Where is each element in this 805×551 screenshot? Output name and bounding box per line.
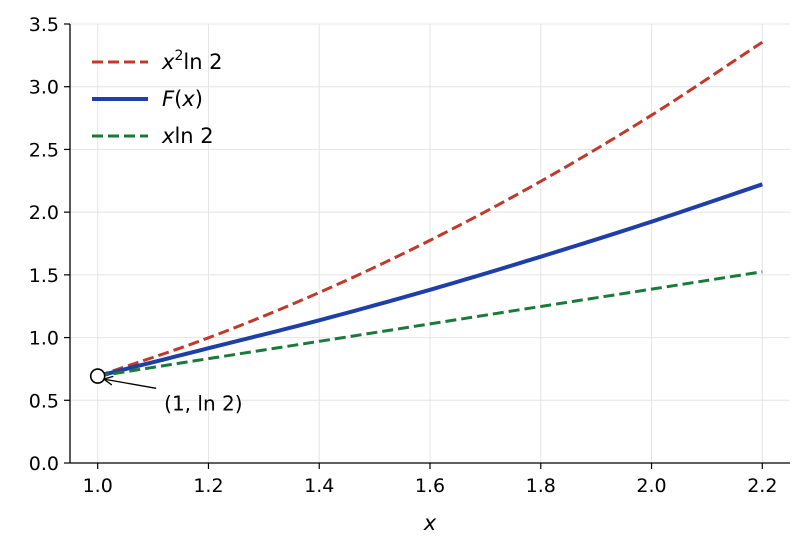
annotation-label: (1, ln 2) bbox=[164, 391, 242, 415]
y-tick-label: 3.5 bbox=[29, 14, 59, 36]
y-tick-label: 2.5 bbox=[29, 139, 59, 161]
x-axis-ticks: 1.0 1.2 1.4 1.6 1.8 2.0 2.2 bbox=[83, 463, 777, 497]
grid bbox=[70, 23, 790, 464]
legend-label: x2ln 2 bbox=[161, 48, 223, 74]
x-tick-label: 1.8 bbox=[526, 475, 556, 497]
y-tick-label: 3.0 bbox=[29, 77, 59, 99]
legend-label: F(x) bbox=[162, 87, 203, 111]
x-tick-label: 1.0 bbox=[83, 475, 113, 497]
y-tick-label: 0.5 bbox=[29, 390, 59, 412]
series-layer bbox=[97, 40, 764, 379]
series-line-x-ln-2 bbox=[97, 40, 764, 378]
x-tick-label: 1.4 bbox=[304, 475, 334, 497]
x-tick-label: 1.2 bbox=[193, 475, 223, 497]
legend-label: xln 2 bbox=[161, 124, 214, 148]
y-tick-label: 1.0 bbox=[29, 328, 59, 350]
x-tick-label: 2.2 bbox=[747, 475, 777, 497]
series-line-xln-2 bbox=[97, 270, 763, 378]
legend: x2ln 2 F(x) xln 2 bbox=[92, 48, 223, 148]
y-tick-label: 2.0 bbox=[29, 202, 59, 224]
annotation-point-marker bbox=[89, 368, 106, 384]
x-tick-label: 2.0 bbox=[636, 475, 666, 497]
series-line-f-x- bbox=[97, 182, 763, 379]
y-tick-label: 1.5 bbox=[29, 265, 59, 287]
annotation-arrow bbox=[103, 378, 157, 389]
y-tick-label: 0.0 bbox=[29, 453, 59, 475]
y-axis-ticks: 0.0 0.5 1.0 1.5 2.0 2.5 3.0 3.5 bbox=[29, 14, 70, 475]
annotation-layer: (1, ln 2) bbox=[89, 368, 243, 415]
x-tick-label: 1.6 bbox=[415, 475, 445, 497]
x-axis-label: x bbox=[423, 511, 437, 535]
